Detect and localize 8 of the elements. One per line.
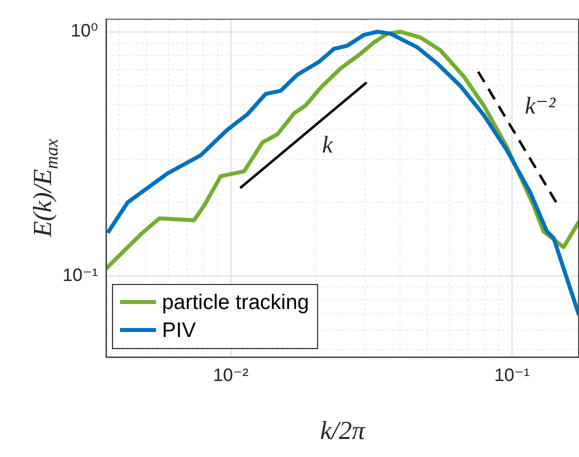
x-axis-title: k/2π [320,416,366,446]
annotation: k⁻² [524,94,556,120]
y-tick-label: 10⁰ [70,20,98,41]
x-tick-label: 10⁻² [213,364,249,385]
y-axis-title: E(k)/Emax [28,138,62,238]
legend-label: PIV [162,318,196,342]
legend-label: particle tracking [162,290,310,314]
annotation: k [322,132,334,159]
